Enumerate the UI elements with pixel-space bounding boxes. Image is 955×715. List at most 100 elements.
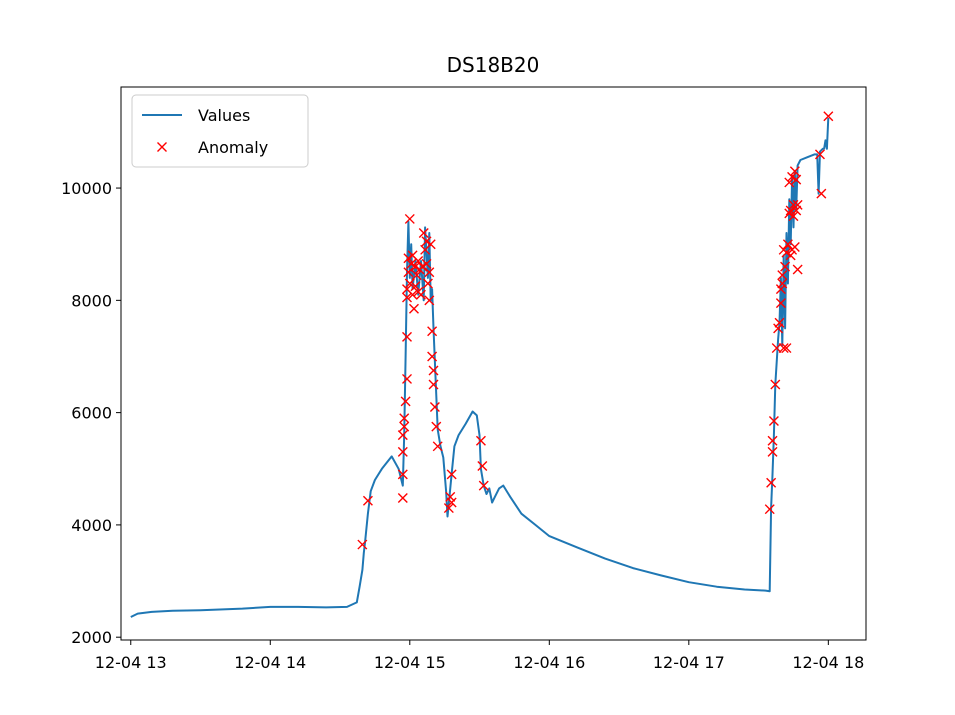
- anomaly-point: [403, 267, 414, 278]
- anomaly-point: [766, 477, 777, 488]
- anomaly-point: [816, 188, 827, 199]
- anomaly-point: [775, 284, 786, 295]
- anomaly-point: [427, 326, 438, 337]
- anomaly-point: [397, 492, 408, 503]
- anomaly-point: [411, 270, 422, 281]
- anomaly-point: [791, 205, 802, 216]
- x-tick-label: 12-04 17: [653, 653, 725, 672]
- x-tick-label: 12-04 18: [792, 653, 864, 672]
- y-tick-label: 6000: [71, 404, 112, 423]
- y-tick-label: 8000: [71, 291, 112, 310]
- legend: Values Anomaly: [131, 94, 309, 168]
- anomaly-point: [477, 460, 488, 471]
- anomaly-point: [400, 396, 411, 407]
- anomaly-point: [478, 480, 489, 491]
- x-axis: 12-04 13 12-04 14 12-04 15 12-04 16 12-04 17…: [95, 640, 864, 672]
- anomaly-point: [773, 323, 784, 334]
- anomaly-point: [785, 250, 796, 261]
- x-tick-label: 12-04 13: [95, 653, 167, 672]
- anomaly-point: [784, 208, 795, 219]
- anomaly-point: [767, 446, 778, 457]
- anomaly-point: [429, 402, 440, 413]
- anomaly-point: [402, 373, 412, 384]
- anomaly-point: [791, 174, 802, 185]
- anomaly-point: [410, 281, 421, 292]
- anomaly-point: [427, 351, 438, 362]
- x-tick-label: 12-04 16: [513, 653, 585, 672]
- anomaly-point: [402, 331, 412, 342]
- chart-title: DS18B20: [447, 53, 540, 77]
- anomaly-point: [792, 199, 803, 210]
- anomaly-point: [784, 177, 795, 188]
- y-tick-label: 4000: [71, 516, 112, 535]
- anomaly-point: [814, 149, 825, 160]
- anomaly-point: [768, 416, 779, 427]
- anomaly-point: [782, 239, 793, 250]
- anomaly-point: [789, 242, 800, 252]
- anomaly-point: [404, 278, 415, 289]
- anomaly-point: [399, 413, 410, 424]
- anomaly-point: [397, 469, 408, 480]
- anomaly-point: [407, 289, 418, 300]
- legend-marker-swatch: [157, 142, 167, 152]
- anomaly-point: [431, 421, 442, 432]
- anomaly-point: [406, 258, 417, 269]
- y-tick-label: 2000: [71, 628, 112, 647]
- legend-label: Anomaly: [198, 138, 268, 157]
- anomaly-point: [421, 236, 432, 247]
- anomaly-point: [788, 211, 799, 222]
- plot-frame: [120, 86, 867, 641]
- anomaly-point: [774, 317, 785, 328]
- anomaly-point: [445, 491, 456, 502]
- anomaly-point: [424, 267, 435, 278]
- anomaly-point: [788, 199, 799, 210]
- anomaly-point: [418, 227, 429, 238]
- anomaly-point: [417, 261, 428, 272]
- anomaly-point: [357, 539, 368, 550]
- anomaly-point: [421, 258, 432, 269]
- series-line-values: [130, 117, 830, 618]
- series-layer: [130, 111, 834, 618]
- anomaly-point: [767, 435, 778, 446]
- anomaly-point: [770, 379, 781, 390]
- anomaly-point: [787, 171, 798, 182]
- anomaly-point: [792, 264, 803, 275]
- anomaly-point: [399, 421, 410, 432]
- anomaly-point: [777, 270, 788, 281]
- legend-box: [131, 94, 309, 168]
- x-tick-label: 12-04 14: [234, 653, 306, 672]
- anomaly-point: [397, 430, 408, 441]
- anomaly-point: [778, 343, 789, 354]
- anomaly-point: [443, 503, 454, 514]
- y-tick-label: 10000: [61, 179, 112, 198]
- anomaly-point: [780, 261, 791, 272]
- anomaly-point: [446, 497, 457, 508]
- y-axis: 2000 4000 6000 8000 10000: [61, 179, 121, 647]
- anomaly-point: [424, 295, 435, 306]
- anomaly-point: [408, 303, 419, 314]
- anomaly-point: [764, 504, 775, 515]
- anomaly-point: [402, 292, 412, 303]
- anomaly-point: [425, 239, 436, 250]
- anomaly-point: [397, 446, 408, 457]
- anomaly-point: [777, 278, 788, 289]
- anomaly-point: [823, 111, 834, 122]
- anomaly-point: [422, 278, 433, 289]
- plot-area: [120, 86, 867, 641]
- legend-label: Values: [198, 106, 250, 125]
- anomaly-point: [403, 253, 414, 264]
- anomaly-point: [404, 213, 415, 224]
- x-tick-label: 12-04 15: [374, 653, 446, 672]
- anomaly-point: [781, 247, 792, 258]
- anomaly-point: [432, 441, 443, 452]
- anomaly-point: [781, 343, 792, 354]
- anomaly-point: [413, 256, 424, 267]
- anomaly-point: [775, 298, 786, 309]
- anomaly-point: [428, 365, 439, 376]
- anomaly-point: [475, 435, 486, 446]
- anomaly-point: [362, 495, 373, 506]
- anomaly-point: [415, 289, 426, 300]
- anomaly-point: [446, 469, 457, 480]
- anomaly-point: [789, 166, 800, 177]
